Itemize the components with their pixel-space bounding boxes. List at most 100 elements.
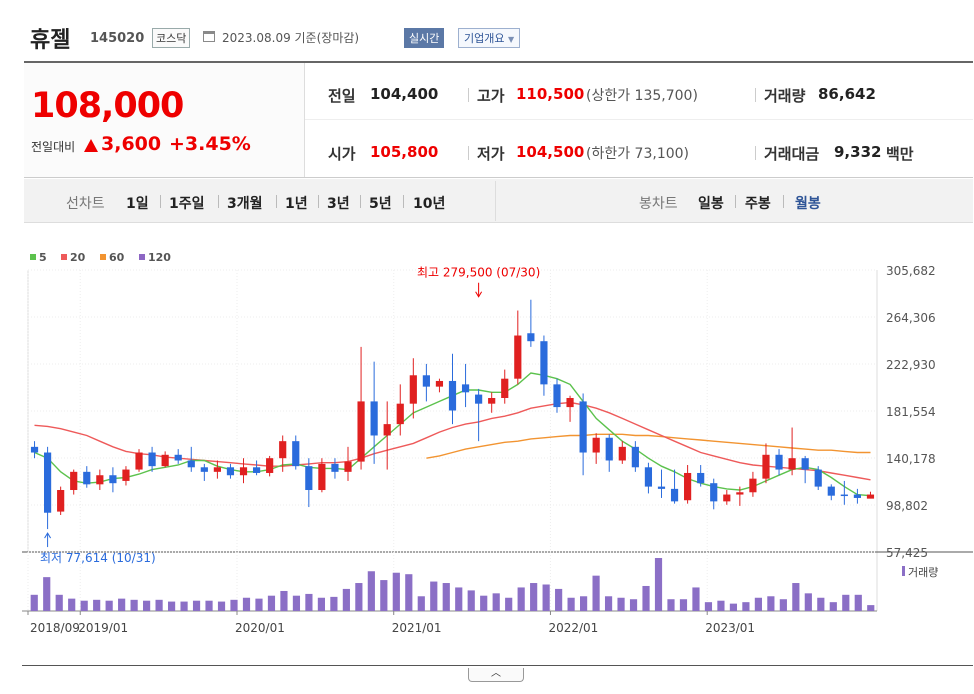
volume-bar <box>817 597 825 611</box>
volume-bar <box>130 599 138 611</box>
volume-bar <box>580 596 588 611</box>
period-10y[interactable]: 10년 <box>413 196 446 212</box>
volume-bar <box>30 594 38 611</box>
volume-bar <box>355 583 363 611</box>
candle-body <box>122 469 130 481</box>
volume-bar <box>267 595 276 611</box>
candle-body <box>631 446 639 468</box>
low-value: 104,500 <box>516 143 585 161</box>
candle-body <box>684 472 692 501</box>
candle-body <box>605 437 613 461</box>
lower-limit: (하한가 73,100) <box>586 146 690 162</box>
volume-bar <box>767 596 775 611</box>
prev-value: 104,400 <box>370 85 439 103</box>
volume-bar <box>567 597 575 611</box>
volume-bar <box>217 601 226 611</box>
candle-body <box>57 490 65 512</box>
candle-body <box>501 378 509 398</box>
candle-body <box>749 478 757 493</box>
period-1w[interactable]: 1주일 <box>169 196 205 212</box>
volume-bar <box>592 575 600 611</box>
period-1d[interactable]: 1일 <box>126 196 149 212</box>
candle-monthly[interactable]: 월봉 <box>795 196 821 212</box>
candle-body <box>213 467 221 472</box>
candle-body <box>527 333 535 342</box>
x-tick-label: 2018/09 <box>30 621 80 635</box>
volume-value: 86,642 <box>818 85 876 103</box>
period-3y[interactable]: 3년 <box>327 196 350 212</box>
x-tick-label: 2021/01 <box>392 621 442 635</box>
candle-body <box>30 446 39 453</box>
candle-weekly[interactable]: 주봉 <box>745 196 771 212</box>
legend-label: 60 <box>109 251 125 264</box>
volume-bar <box>779 599 787 611</box>
volume-legend-swatch <box>902 566 905 576</box>
y-tick-label: 305,682 <box>886 264 936 278</box>
y-tick-label: 140,178 <box>886 452 936 466</box>
x-tick-label: 2022/01 <box>548 621 598 635</box>
volume-bar <box>155 599 163 611</box>
candle-daily[interactable]: 일봉 <box>698 196 724 212</box>
volume-bar <box>505 597 513 611</box>
legend-swatch <box>100 254 106 260</box>
candle-body <box>814 469 822 487</box>
candle-chart-label: 봉차트 <box>639 196 678 212</box>
candle-body <box>514 335 522 379</box>
legend-label: 120 <box>148 251 171 264</box>
candle-body <box>762 454 770 479</box>
volume-bar <box>867 605 875 611</box>
candle-body <box>866 494 875 499</box>
base-date: 2023.08.09 기준(장마감) <box>222 31 360 45</box>
period-1y[interactable]: 1년 <box>285 196 308 212</box>
volume-bar <box>143 600 151 611</box>
candle-body <box>44 452 52 513</box>
candle-body <box>435 380 444 387</box>
divider <box>783 195 784 208</box>
volume-bar <box>192 600 201 611</box>
volume-bar <box>692 587 700 611</box>
realtime-button[interactable]: 실시간 <box>404 28 445 48</box>
volume-bar <box>829 602 837 611</box>
legend-swatch <box>30 254 36 260</box>
candle-body <box>448 380 457 411</box>
volume-bar <box>180 601 188 611</box>
volume-bar <box>480 595 488 611</box>
legend-swatch <box>61 254 67 260</box>
candle-body <box>475 394 483 404</box>
candle-body <box>540 341 548 385</box>
volume-bar <box>392 572 400 611</box>
divider <box>160 195 161 208</box>
volume-bar <box>242 597 251 611</box>
company-overview-dropdown[interactable]: 기업개요 ▼ <box>458 28 521 48</box>
volume-bar <box>654 558 663 611</box>
candle-body <box>135 452 143 470</box>
volume-bar <box>280 590 288 611</box>
x-tick-label: 2020/01 <box>235 621 285 635</box>
volume-bar <box>467 590 475 611</box>
volume-bar <box>442 583 450 611</box>
period-5y[interactable]: 5년 <box>369 196 392 212</box>
legend-label: 5 <box>39 251 47 264</box>
line-chart-label: 선차트 <box>66 196 105 212</box>
volume-legend-label: 거래량 <box>908 566 938 579</box>
candle-body <box>266 458 274 473</box>
candle-body <box>592 437 600 453</box>
x-tick-label: 2023/01 <box>705 621 755 635</box>
volume-bar <box>405 574 413 611</box>
candle-body <box>370 401 378 436</box>
candle-body <box>292 441 300 467</box>
candle-body <box>70 471 78 491</box>
chart-toolbar <box>24 179 973 223</box>
candle-body <box>788 458 796 470</box>
current-price: 108,000 <box>31 86 184 126</box>
diff-percent: +3.45% <box>169 133 251 155</box>
volume-bar <box>617 597 625 611</box>
legend-swatch <box>139 254 145 260</box>
ma60-line <box>426 433 871 459</box>
candle-body <box>226 467 235 476</box>
prev-label: 전일 <box>328 87 356 105</box>
collapse-button[interactable]: ︿ <box>468 668 524 682</box>
legend-label: 20 <box>70 251 86 264</box>
period-3m[interactable]: 3개월 <box>227 196 263 212</box>
candle-body <box>657 486 666 489</box>
